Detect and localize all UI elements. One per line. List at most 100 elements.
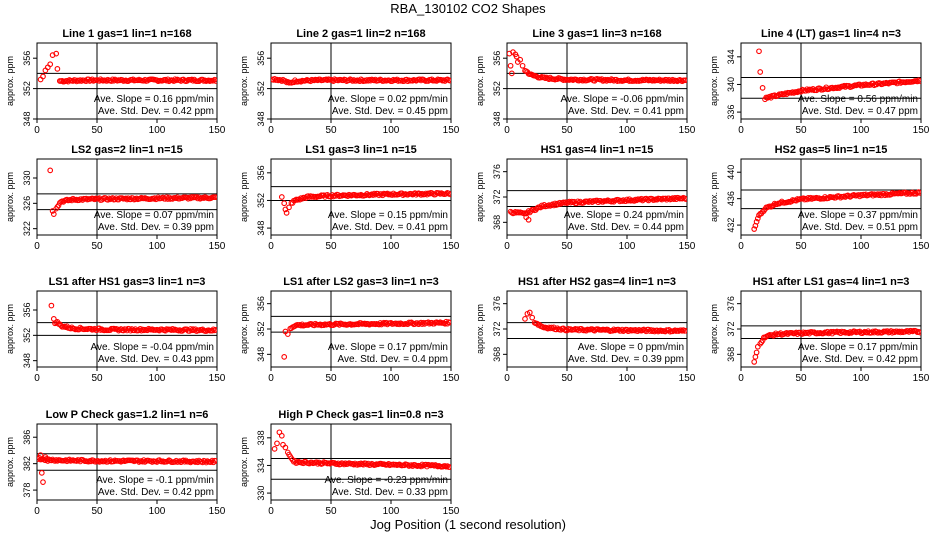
- data-point: [47, 167, 54, 174]
- data-point: [751, 226, 758, 232]
- x-tick-label: 50: [91, 373, 103, 384]
- y-axis-label: approx. ppm: [5, 437, 15, 487]
- x-tick-label: 100: [383, 125, 400, 136]
- x-tick-label: 100: [383, 373, 400, 384]
- data-point: [754, 215, 761, 222]
- y-axis-label: approx. ppm: [709, 304, 719, 354]
- data-point: [507, 62, 514, 69]
- data-point: [541, 74, 548, 80]
- data-point: [683, 77, 687, 83]
- x-tick-label: 50: [325, 125, 337, 136]
- x-tick-label: 0: [738, 241, 744, 252]
- y-tick-label: 330: [256, 486, 266, 501]
- data-point: [846, 330, 852, 337]
- data-point: [508, 70, 515, 77]
- x-tick-label: 50: [795, 373, 807, 384]
- y-axis-label: approx. ppm: [5, 172, 15, 222]
- data-point: [522, 316, 528, 322]
- panel: LS1 after HS1 gas=3 lin=1 n=3 0 50 100 150 34…: [5, 276, 226, 384]
- data-point: [48, 302, 55, 309]
- data-point: [361, 320, 368, 327]
- data-point: [278, 194, 285, 200]
- std-dev-annotation: Ave. Std. Dev. = 0.41 ppm: [332, 222, 448, 233]
- y-tick-label: 436: [726, 191, 736, 206]
- y-axis-label: approx. ppm: [475, 304, 485, 354]
- data-points: [37, 452, 217, 486]
- y-tick-label: 326: [22, 196, 32, 211]
- data-point: [213, 78, 217, 84]
- data-point: [794, 89, 801, 96]
- x-tick-label: 150: [443, 125, 460, 136]
- data-point: [519, 62, 526, 69]
- data-point: [756, 48, 762, 55]
- data-point: [752, 354, 759, 360]
- x-tick-label: 150: [443, 373, 460, 384]
- panel-title: Low P Check gas=1.2 lin=1 n=6: [46, 409, 209, 421]
- data-point: [419, 321, 426, 327]
- std-dev-annotation: Ave. Std. Dev. = 0.39 ppm: [568, 354, 684, 365]
- slope-annotation: Ave. Slope = 0.17 ppm/min: [328, 342, 448, 353]
- data-point: [123, 326, 129, 333]
- x-tick-label: 150: [913, 373, 930, 384]
- y-axis-label: approx. ppm: [5, 304, 15, 354]
- x-tick-label: 0: [34, 373, 40, 384]
- slope-annotation: Ave. Slope = -0.06 ppm/min: [561, 94, 685, 105]
- x-tick-label: 0: [268, 506, 274, 517]
- x-tick-label: 150: [443, 241, 460, 252]
- std-dev-annotation: Ave. Std. Dev. = 0.4 ppm: [337, 354, 448, 365]
- y-tick-label: 372: [492, 321, 502, 336]
- data-point: [271, 446, 278, 452]
- data-point: [50, 316, 57, 322]
- panel-title: Line 3 gas=1 lin=3 n=168: [532, 28, 661, 40]
- y-tick-label: 376: [492, 164, 502, 179]
- data-points: [522, 309, 687, 335]
- data-point: [683, 327, 687, 334]
- data-point: [213, 194, 217, 200]
- x-tick-label: 0: [504, 125, 510, 136]
- data-point: [917, 190, 921, 196]
- x-tick-label: 150: [679, 125, 696, 136]
- panel: LS1 gas=3 lin=1 n=15 0 50 100 150 348 352 356 ap…: [239, 144, 460, 252]
- data-point: [447, 319, 451, 326]
- data-points: [278, 189, 451, 216]
- data-point: [371, 190, 378, 197]
- panel: LS2 gas=2 lin=1 n=15 0 50 100 150 322 326 330 ap…: [5, 144, 226, 252]
- data-point: [609, 77, 616, 83]
- data-point: [56, 78, 63, 84]
- y-tick-label: 378: [22, 483, 32, 498]
- x-tick-label: 150: [913, 125, 930, 136]
- data-point: [40, 479, 46, 486]
- data-point: [52, 320, 58, 327]
- x-tick-label: 100: [619, 125, 636, 136]
- panel: HS1 after HS2 gas=4 lin=1 n=3 0 50 100 150 36…: [475, 276, 696, 384]
- std-dev-annotation: Ave. Std. Dev. = 0.41 ppm: [568, 106, 684, 117]
- x-tick-label: 50: [561, 241, 573, 252]
- data-point: [683, 196, 687, 202]
- page-title: RBA_130102 CO2 Shapes: [390, 1, 546, 16]
- data-point: [680, 327, 687, 333]
- y-tick-label: 352: [256, 193, 266, 208]
- slope-annotation: Ave. Slope = 0.15 ppm/min: [328, 210, 448, 221]
- y-tick-label: 348: [492, 111, 502, 126]
- y-tick-label: 356: [22, 51, 32, 66]
- x-tick-label: 50: [325, 506, 337, 517]
- y-tick-label: 352: [256, 81, 266, 96]
- data-point: [443, 190, 450, 197]
- y-axis-label: approx. ppm: [239, 56, 249, 106]
- panel-title: HS2 gas=5 lin=1 n=15: [775, 144, 888, 156]
- x-tick-label: 100: [853, 241, 870, 252]
- x-tick-label: 150: [209, 373, 226, 384]
- data-point: [757, 69, 764, 75]
- panel: Line 3 gas=1 lin=3 n=168 0 50 100 150 348 352 3…: [475, 28, 696, 136]
- data-point: [419, 461, 426, 468]
- data-point: [106, 195, 112, 202]
- panel: LS1 after LS2 gas=3 lin=1 n=3 0 50 100 150 34…: [239, 276, 460, 384]
- x-tick-label: 50: [91, 506, 103, 517]
- data-point: [279, 78, 285, 84]
- data-point: [914, 78, 921, 85]
- std-dev-annotation: Ave. Std. Dev. = 0.44 ppm: [568, 222, 684, 233]
- slope-annotation: Ave. Slope = 0.17 ppm/min: [798, 342, 918, 353]
- data-point: [109, 76, 116, 83]
- data-points: [271, 429, 451, 470]
